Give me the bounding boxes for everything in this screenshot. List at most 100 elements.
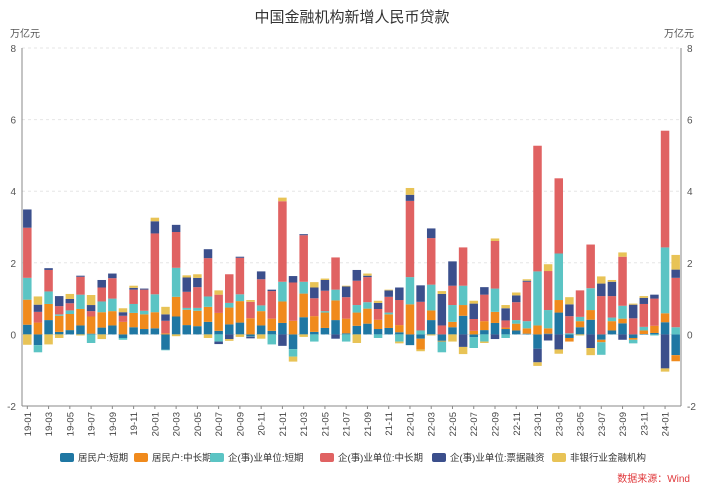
bar-segment — [469, 334, 478, 338]
bar-segment — [193, 274, 202, 278]
bar-segment — [575, 327, 585, 335]
x-tick-label: 22-01 — [405, 412, 416, 436]
bar-segment — [607, 296, 617, 318]
chart-title: 中国金融机构新增人民币贷款 — [254, 9, 449, 26]
bar-segment — [161, 314, 170, 321]
bar-segment — [214, 312, 223, 331]
bar-segment — [660, 313, 670, 323]
bar-segment — [522, 333, 532, 335]
bar-segment — [426, 310, 436, 321]
bar-segment — [543, 310, 553, 329]
bar-segment — [575, 316, 585, 322]
bar-segment — [533, 348, 542, 363]
bar-segment — [416, 338, 425, 350]
legend-swatch — [320, 453, 334, 462]
bar-segment — [235, 294, 245, 302]
bar-segment — [214, 330, 223, 335]
legend-label: 企(事)业单位:中长期 — [338, 452, 423, 464]
bar-segment — [671, 277, 680, 328]
bar-segment — [543, 264, 553, 272]
bar-segment — [310, 331, 319, 335]
bar-segment — [267, 291, 277, 319]
bar-segment — [416, 334, 425, 339]
bar-segment — [628, 339, 638, 344]
bar-segment — [161, 333, 170, 335]
bar-segment — [660, 368, 670, 372]
x-tick-label: 23-03 — [554, 412, 565, 436]
bar-segment — [426, 320, 436, 335]
bar-segment — [320, 312, 330, 328]
bar-segment — [97, 279, 106, 288]
bar-segment — [182, 291, 191, 308]
bar-segment — [405, 187, 415, 195]
bar-segment — [384, 312, 393, 315]
bar-segment — [363, 275, 372, 278]
x-tick-label: 19-07 — [87, 412, 98, 436]
bar-segment — [65, 310, 75, 314]
bar-segment — [458, 315, 468, 335]
bar-segment — [448, 285, 457, 306]
legend-swatch — [60, 453, 74, 462]
bar-segment — [501, 334, 510, 338]
bar-segment — [310, 287, 319, 299]
bar-segment — [331, 320, 340, 335]
bar-segment — [490, 238, 500, 241]
bar-segment — [639, 330, 649, 335]
bar-segment — [193, 307, 202, 311]
bar-segment — [426, 334, 436, 336]
bar-segment — [597, 342, 606, 355]
bar-segment — [288, 276, 298, 283]
bar-segment — [405, 200, 415, 278]
bar-segment — [86, 316, 96, 334]
bar-segment — [23, 299, 32, 325]
bar-segment — [395, 287, 404, 301]
bar-segment — [320, 278, 330, 280]
y-tick-label-left: 0 — [10, 330, 16, 341]
bar-segment — [54, 315, 64, 332]
bar-segment — [352, 280, 362, 306]
bar-segment — [108, 311, 117, 326]
bar-segment — [565, 334, 574, 338]
bar-segment — [586, 310, 595, 320]
bar-segment — [469, 319, 478, 331]
bar-segment — [214, 294, 223, 313]
bar-segment — [97, 334, 106, 340]
bar-segment — [76, 275, 85, 277]
bar-segment — [267, 330, 277, 335]
bar-segment — [299, 281, 308, 294]
bar-segment — [320, 279, 330, 291]
bar-segment — [533, 271, 542, 326]
bar-segment — [150, 217, 160, 222]
bar-segment — [139, 310, 149, 315]
x-tick-label: 22-11 — [512, 412, 523, 436]
bar-segment — [660, 130, 670, 248]
bar-segment — [129, 327, 138, 335]
bar-segment — [480, 287, 489, 295]
bar-segment — [448, 327, 457, 335]
bar-segment — [405, 194, 415, 201]
bar-segment — [256, 334, 266, 339]
x-tick-label: 20-07 — [214, 412, 225, 436]
bar-segment — [235, 256, 245, 258]
bar-segment — [182, 325, 191, 335]
x-tick-label: 20-11 — [257, 412, 268, 436]
y-tick-label-right: 6 — [687, 116, 693, 127]
bar-segment — [522, 279, 532, 281]
bar-segment — [639, 303, 649, 327]
bar-segment — [416, 301, 425, 331]
bar-segment — [512, 323, 521, 331]
bar-segment — [225, 334, 234, 340]
bar-segment — [203, 258, 213, 297]
bar-segment — [214, 341, 223, 345]
bar-segment — [341, 285, 351, 287]
bar-segment — [639, 326, 649, 331]
bar-segment — [139, 289, 149, 311]
bar-segment — [490, 288, 500, 312]
bar-segment — [650, 332, 659, 335]
bar-segment — [214, 334, 223, 342]
bar-segment — [480, 334, 489, 342]
bar-segment — [522, 281, 532, 322]
bar-segment — [193, 326, 202, 335]
bar-segment — [278, 322, 287, 335]
bar-segment — [352, 312, 362, 326]
